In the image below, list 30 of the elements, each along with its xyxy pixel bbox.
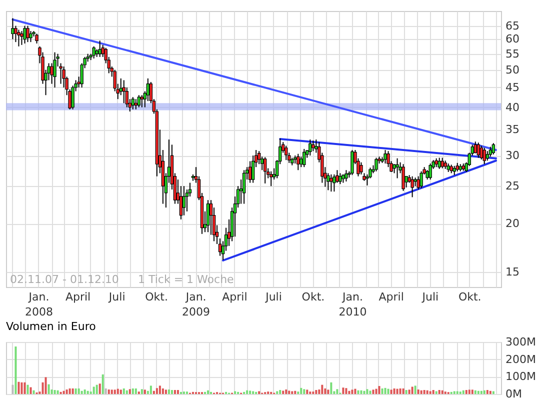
x-tick-label: Jan. 2008 (24, 290, 53, 318)
x-tick-label: April (378, 290, 404, 304)
x-tick-label: Okt. (145, 290, 168, 304)
x-tick-label: Okt. (302, 290, 325, 304)
y-tick-label: 40 (506, 100, 520, 114)
x-tick-label: April (65, 290, 91, 304)
x-tick-label: Jan. 2010 (338, 290, 367, 318)
y-tick-label: 20 (506, 217, 520, 230)
y-tick-label: 50 (506, 63, 520, 76)
y-tick-label: 30 (506, 149, 520, 162)
x-tick-label: Juli (264, 290, 282, 304)
y-tick-label: 100M (506, 370, 536, 384)
y-tick-label: 15 (506, 265, 520, 278)
y-tick-label: 35 (506, 123, 520, 136)
y-tick-label: 25 (506, 180, 520, 193)
y-tick-label: 200M (506, 352, 536, 366)
y-tick-label: 300M (506, 336, 536, 348)
annotation: 02.11.07 - 01.12.10 (10, 273, 119, 286)
x-tick-label: Okt. (458, 290, 482, 304)
y-tick-label: 0M (506, 388, 522, 400)
x-tick-label: Jan. 2009 (182, 290, 210, 318)
annotation: 1 Tick = 1 Woche (138, 273, 234, 286)
y-tick-label: 60 (506, 32, 520, 46)
x-tick-label: April (222, 290, 248, 304)
y-tick-label: 65 (506, 19, 520, 32)
y-tick-label: 55 (506, 47, 520, 60)
y-tick-label: 45 (506, 81, 520, 94)
x-tick-label: Juli (421, 290, 439, 304)
chart-title: Volumen in Euro (6, 320, 96, 333)
x-tick-label: Juli (108, 290, 126, 304)
